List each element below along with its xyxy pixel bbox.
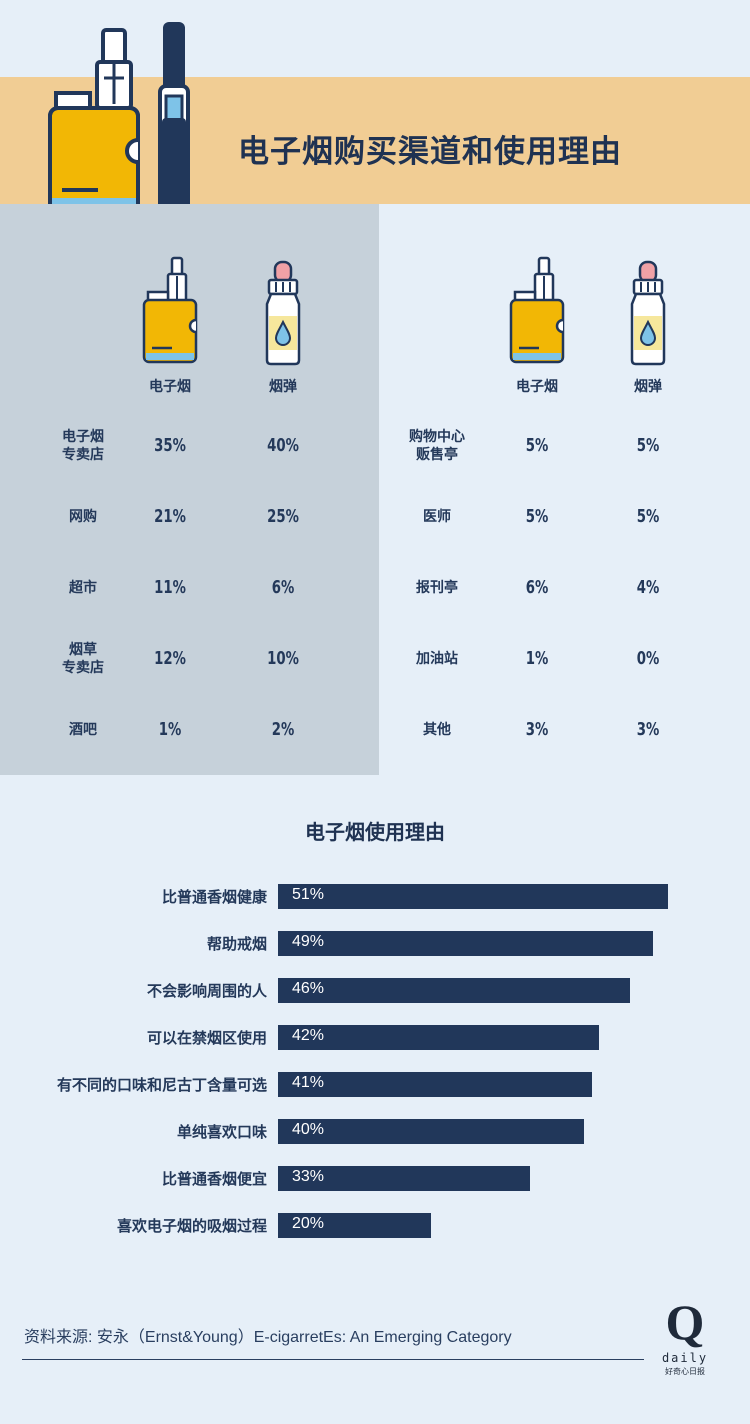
ecig-share: 6%: [525, 577, 549, 598]
reason-value-label: 46%: [292, 980, 325, 997]
ecig-share: 3%: [525, 719, 549, 740]
logo-mark: Q: [665, 1294, 705, 1350]
e-liquid-bottle-icon: [626, 260, 670, 366]
channel-label: 网购: [69, 509, 97, 525]
reason-bar: 42%: [278, 1025, 599, 1050]
cartridge-share: 40%: [267, 435, 299, 456]
chart-title: 电子烟使用理由: [305, 820, 445, 844]
reason-label: 有不同的口味和尼古丁含量可选: [56, 1076, 267, 1094]
reason-value-label: 51%: [292, 886, 325, 903]
ecig-share: 21%: [154, 506, 186, 527]
column-header-ecig: 电子烟: [149, 379, 191, 395]
cartridge-share: 5%: [636, 506, 660, 527]
channel-label: 烟草 专卖店: [62, 642, 104, 676]
channel-label: 超市: [69, 580, 97, 596]
cartridge-share: 2%: [271, 719, 295, 740]
reason-value-label: 40%: [292, 1121, 325, 1138]
reason-label: 可以在禁烟区使用: [146, 1029, 267, 1047]
cartridge-share: 5%: [636, 435, 660, 456]
reason-bar: 33%: [278, 1166, 530, 1191]
ecig-share: 1%: [525, 648, 549, 669]
ecig-share: 5%: [525, 435, 549, 456]
reason-label: 帮助戒烟: [206, 935, 267, 953]
reason-bar: 40%: [278, 1119, 584, 1144]
reason-value-label: 41%: [292, 1074, 325, 1091]
reason-label: 喜欢电子烟的吸烟过程: [116, 1217, 267, 1235]
reason-label: 比普通香烟健康: [161, 888, 267, 906]
ecig-share: 5%: [525, 506, 549, 527]
reason-bar: 46%: [278, 978, 630, 1003]
cartridge-share: 0%: [636, 648, 660, 669]
vape-device-icon: [507, 256, 567, 366]
source-note: 资料来源: 安永（Ernst&Young）E-cigarretEs: An Em…: [24, 1329, 512, 1346]
channel-label: 报刊亭: [416, 580, 458, 596]
ecig-share: 11%: [154, 577, 186, 598]
channel-label: 电子烟 专卖店: [62, 429, 104, 463]
reason-bar: 20%: [278, 1213, 431, 1238]
cartridge-share: 25%: [267, 506, 299, 527]
hero-vape-device-icon: [48, 22, 190, 216]
cartridge-share: 10%: [267, 648, 299, 669]
reason-value-label: 33%: [292, 1168, 325, 1185]
column-header-cartridge: 烟弹: [269, 379, 297, 395]
column-header-ecig: 电子烟: [516, 379, 558, 395]
logo-word: daily: [661, 1351, 709, 1365]
reason-bar: 49%: [278, 931, 653, 956]
reason-value-label: 49%: [292, 933, 325, 950]
column-header-cartridge: 烟弹: [634, 379, 662, 395]
channel-label: 购物中心 贩售亭: [409, 429, 465, 463]
reason-label: 不会影响周围的人: [146, 982, 267, 1000]
page-title: 电子烟购买渠道和使用理由: [238, 134, 622, 170]
cartridge-share: 3%: [636, 719, 660, 740]
cartridge-share: 6%: [271, 577, 295, 598]
ecig-share: 35%: [154, 435, 186, 456]
qdaily-logo: Q daily 好奇心日报: [655, 1296, 715, 1382]
reason-label: 单纯喜欢口味: [176, 1123, 267, 1141]
channel-label: 加油站: [416, 651, 458, 667]
cartridge-share: 4%: [636, 577, 660, 598]
channel-label: 其他: [423, 722, 451, 738]
ecig-share: 1%: [158, 719, 182, 740]
reason-label: 比普通香烟便宜: [161, 1170, 267, 1188]
logo-sub: 好奇心日报: [665, 1367, 705, 1376]
channel-label: 医师: [423, 509, 451, 525]
vape-device-icon: [140, 256, 200, 366]
footer-divider: [22, 1359, 644, 1360]
ecig-share: 12%: [154, 648, 186, 669]
reason-value-label: 42%: [292, 1027, 325, 1044]
reason-bar: 41%: [278, 1072, 592, 1097]
reason-value-label: 20%: [292, 1215, 325, 1232]
channel-label: 酒吧: [69, 722, 97, 738]
e-liquid-bottle-icon: [261, 260, 305, 366]
reason-bar: 51%: [278, 884, 668, 909]
